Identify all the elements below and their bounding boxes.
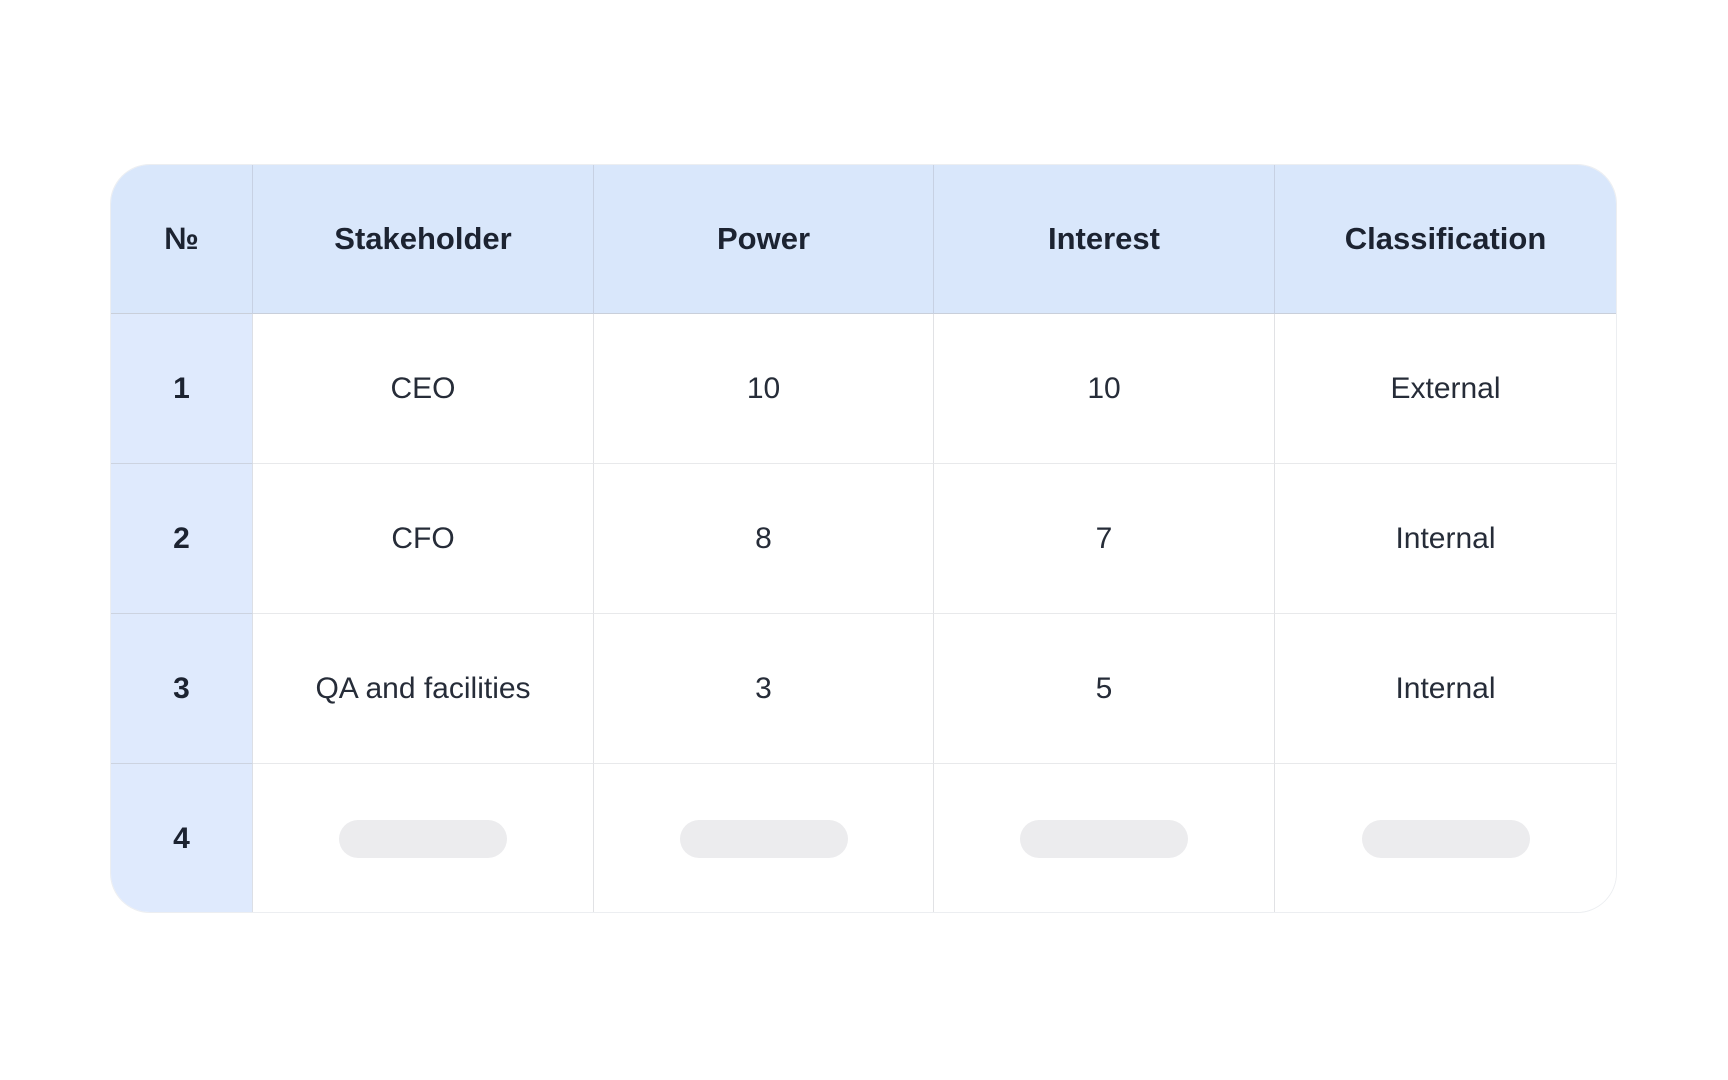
placeholder-pill: [1020, 820, 1188, 858]
table-row: 2 CFO 8 7 Internal: [111, 464, 1616, 614]
placeholder-pill: [1361, 820, 1530, 858]
power-cell: 10: [594, 314, 934, 464]
placeholder-pill: [679, 820, 848, 858]
placeholder-pill: [339, 820, 507, 858]
classification-cell-empty: [1275, 764, 1616, 912]
classification-cell: Internal: [1275, 614, 1616, 764]
table-header-row: № Stakeholder Power Interest Classificat…: [111, 165, 1616, 314]
header-cell-stakeholder: Stakeholder: [253, 165, 594, 314]
interest-cell: 7: [934, 464, 1275, 614]
power-cell-empty: [594, 764, 934, 912]
power-cell: 3: [594, 614, 934, 764]
stakeholder-cell-empty: [253, 764, 594, 912]
classification-cell: Internal: [1275, 464, 1616, 614]
stakeholder-table: № Stakeholder Power Interest Classificat…: [110, 164, 1617, 913]
stakeholder-cell: CEO: [253, 314, 594, 464]
row-number-cell: 3: [111, 614, 253, 764]
row-number-cell: 4: [111, 764, 253, 912]
stakeholder-cell: QA and facilities: [253, 614, 594, 764]
table-row-empty: 4: [111, 764, 1616, 912]
header-cell-number: №: [111, 165, 253, 314]
table-row: 1 CEO 10 10 External: [111, 314, 1616, 464]
interest-cell: 5: [934, 614, 1275, 764]
header-cell-power: Power: [594, 165, 934, 314]
table-row: 3 QA and facilities 3 5 Internal: [111, 614, 1616, 764]
interest-cell-empty: [934, 764, 1275, 912]
power-cell: 8: [594, 464, 934, 614]
row-number-cell: 2: [111, 464, 253, 614]
classification-cell: External: [1275, 314, 1616, 464]
header-cell-interest: Interest: [934, 165, 1275, 314]
header-cell-classification: Classification: [1275, 165, 1616, 314]
interest-cell: 10: [934, 314, 1275, 464]
row-number-cell: 1: [111, 314, 253, 464]
stakeholder-cell: CFO: [253, 464, 594, 614]
